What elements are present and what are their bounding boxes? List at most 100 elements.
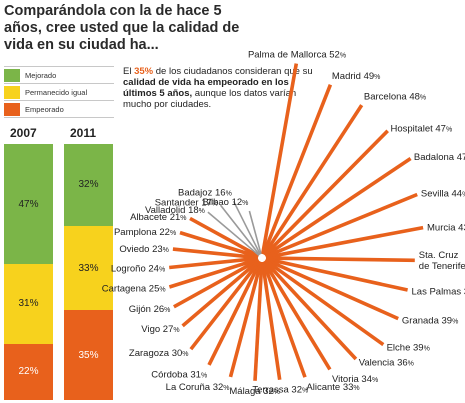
city-label: Elche 39%: [387, 342, 430, 353]
ray-albacete: [189, 216, 260, 258]
ray-la-coru-a: [228, 261, 263, 378]
ray-terrassa: [260, 261, 282, 381]
annotation-pre: El: [123, 66, 135, 77]
city-label: Badajoz 16%: [178, 188, 232, 199]
city-value: 39: [442, 316, 453, 327]
annotation-bold: calidad de vida ha empeorado en los últi…: [123, 77, 289, 99]
city-label: Cartagena 25%: [102, 284, 166, 295]
city-value: 32: [213, 382, 224, 393]
city-name: Alicante: [306, 382, 342, 393]
city-name: Terrassa: [252, 385, 291, 396]
rays-layer: [168, 63, 424, 381]
city-value-unit: %: [424, 345, 430, 352]
city-label: Pamplona 22%: [114, 227, 176, 238]
city-label: Zaragoza 30%: [129, 348, 189, 359]
city-label: Oviedo 23%: [119, 244, 169, 255]
city-value-unit: %: [274, 389, 280, 396]
city-value: 39: [464, 286, 465, 297]
city-value-unit: %: [212, 200, 218, 207]
annotation-post: aunque los datos varían mucho por ciudad…: [123, 88, 297, 110]
ray-pamplona: [179, 230, 259, 259]
stacked-bar-2007: 47% 31% 22%: [4, 144, 53, 400]
city-label: Valencia 36%: [359, 357, 414, 368]
city-value-unit: %: [163, 247, 169, 254]
city-name: Hospitalet: [391, 123, 436, 134]
city-label: Las Palmas 39%: [412, 286, 465, 297]
ray-hospitalet: [263, 129, 389, 257]
city-label: Murcia 43%: [427, 222, 465, 233]
city-label: Vigo 27%: [141, 324, 179, 335]
ray-santander: [219, 204, 261, 256]
stacked-bar-2011: 32% 33% 35%: [64, 144, 113, 400]
bar-segment-2011-mejorado: 32%: [64, 144, 113, 226]
city-value: 30: [172, 348, 183, 359]
city-label: La Coruña 32%: [166, 382, 230, 393]
city-name: Badajoz: [178, 188, 215, 199]
city-label: Barcelona 48%: [364, 92, 426, 103]
city-value: 43: [458, 222, 465, 233]
city-label: Alicante 33%: [306, 382, 359, 393]
labels-layer: Palma de Mallorca 52% Madrid 49% Barcelona…: [102, 50, 465, 397]
legend-label-empeorado: Empeorado: [25, 104, 64, 114]
ray-c-rdoba: [207, 260, 262, 366]
city-value-unit: %: [199, 208, 205, 215]
ray-vigo: [181, 259, 261, 328]
city-label: Palma de Mallorca 52%: [248, 50, 346, 61]
legend: Mejorado Permanecido igual Empeorado: [4, 66, 114, 118]
bar-segment-2007-mejorado: 47%: [4, 144, 53, 265]
city-value-unit: %: [462, 192, 465, 199]
city-value-unit: %: [159, 287, 165, 294]
city-name: Granada: [402, 316, 442, 327]
ray-murcia: [265, 225, 424, 260]
city-label: Santander 17%: [155, 197, 218, 208]
city-value-unit: %: [164, 307, 170, 314]
ray-las-palmas: [265, 257, 408, 292]
city-name: Elche: [387, 342, 413, 353]
city-value: 16: [215, 188, 226, 199]
city-name: Oviedo: [119, 244, 152, 255]
city-name: La Coruña: [166, 382, 213, 393]
city-label: Sevilla 44%: [421, 189, 465, 200]
city-value-unit: %: [446, 126, 452, 133]
city-value-unit: %: [340, 53, 346, 60]
city-name: Pamplona: [114, 227, 159, 238]
ray-palma-de-mallorca: [260, 63, 299, 255]
city-name: Cartagena: [102, 284, 149, 295]
city-value: 36: [397, 357, 408, 368]
city-value: 27: [163, 324, 174, 335]
annotation-highlight: 35%: [134, 66, 154, 77]
city-name: Valladolid: [145, 205, 188, 216]
city-value-unit: %: [159, 266, 165, 273]
ray-elche: [264, 258, 385, 347]
city-label: Badalona 47%: [414, 152, 465, 163]
city-value: 47: [457, 152, 465, 163]
city-name: Badalona: [414, 152, 457, 163]
city-value: 39: [413, 342, 424, 353]
city-name: Murcia: [427, 222, 458, 233]
annotation-mid: de los ciudadanos consideran que su: [153, 66, 313, 77]
city-name: Vigo: [141, 324, 162, 335]
ray-madrid: [261, 84, 333, 255]
legend-label-permanecido-igual: Permanecido igual: [25, 87, 88, 97]
bar-value-label: 22%: [18, 366, 39, 378]
city-value: 21: [170, 212, 181, 223]
city-value: 18: [188, 205, 199, 216]
legend-swatch-mejorado: [4, 68, 20, 82]
ray-badalona: [264, 157, 412, 258]
city-label: Vitoria 34%: [332, 374, 378, 385]
year-label-2011: 2011: [70, 126, 97, 140]
city-name: Córdoba: [151, 370, 190, 381]
city-name: Sta. Cruz: [419, 250, 459, 261]
city-name: Logroño: [111, 263, 149, 274]
ray-zaragoza: [189, 260, 261, 351]
city-name: Bilbao: [203, 197, 232, 208]
city-label: Madrid 49%: [332, 71, 381, 82]
city-value: 33: [343, 382, 354, 393]
city-value-unit: %: [420, 95, 426, 102]
city-value-unit: %: [408, 360, 414, 367]
year-label-2007: 2007: [10, 126, 37, 140]
bar-value-label: 47%: [18, 198, 39, 210]
city-value: 22: [159, 227, 170, 238]
